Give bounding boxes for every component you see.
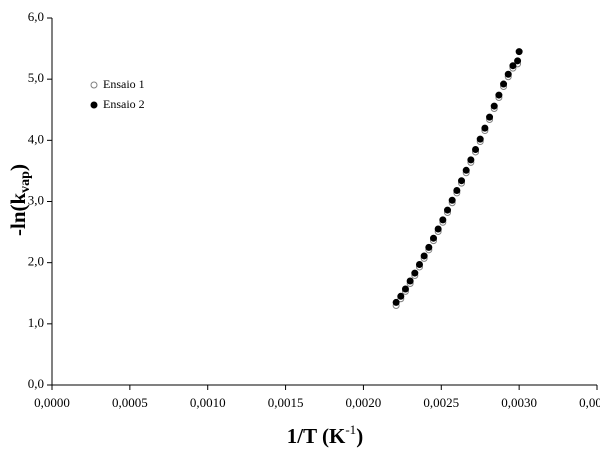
legend-marker (90, 81, 98, 89)
point (476, 135, 484, 143)
y-tick-label: 5,0 (28, 70, 44, 85)
point (425, 243, 433, 251)
point (458, 177, 466, 185)
point (509, 62, 517, 70)
point (430, 234, 437, 242)
point (401, 285, 409, 293)
point (411, 269, 419, 277)
x-tick-label: 0,0015 (268, 395, 304, 410)
point (462, 166, 470, 174)
x-tick-label: 0,0005 (112, 395, 148, 410)
x-tick-label: 0,0030 (501, 395, 537, 410)
point (472, 146, 480, 154)
point (467, 156, 475, 164)
x-axis-title: 1/T (K-1) (287, 422, 363, 448)
x-tick-label: 0,0020 (346, 395, 382, 410)
legend-marker (90, 101, 98, 109)
point (420, 252, 428, 260)
point (481, 124, 489, 132)
x-title-end: ) (356, 424, 363, 448)
point (500, 80, 508, 88)
legend-label: Ensaio 1 (103, 77, 145, 91)
point (514, 57, 522, 65)
point (448, 196, 456, 204)
point (406, 277, 414, 285)
x-tick-label: 0,0035 (579, 395, 600, 410)
x-tick-label: 0,0025 (423, 395, 459, 410)
point (453, 186, 461, 194)
point (495, 91, 503, 99)
legend-label: Ensaio 2 (103, 97, 145, 111)
point (486, 113, 494, 121)
y-axis-title: -ln(kvap) (6, 164, 33, 236)
y-tick-label: 4,0 (28, 131, 44, 146)
point (392, 298, 400, 306)
y-title-main: -ln(k (6, 192, 30, 236)
y-tick-label: 6,0 (28, 9, 44, 24)
point (439, 216, 447, 224)
y-tick-label: 1,0 (28, 315, 44, 330)
y-tick-label: 2,0 (28, 254, 44, 269)
point (415, 261, 423, 269)
x-tick-label: 0,0000 (34, 395, 70, 410)
point (490, 102, 498, 110)
point (434, 225, 442, 233)
point (397, 292, 405, 300)
y-tick-label: 0,0 (28, 376, 44, 391)
y-tick-label: 3,0 (28, 192, 44, 207)
x-tick-label: 0,0010 (190, 395, 226, 410)
point (504, 70, 512, 78)
point (444, 206, 452, 214)
y-title-end: ) (6, 164, 30, 171)
y-title-sub: vap (18, 171, 33, 193)
x-title-sup: -1 (345, 422, 356, 437)
x-title-main: 1/T (K (287, 424, 346, 448)
point (515, 48, 523, 56)
